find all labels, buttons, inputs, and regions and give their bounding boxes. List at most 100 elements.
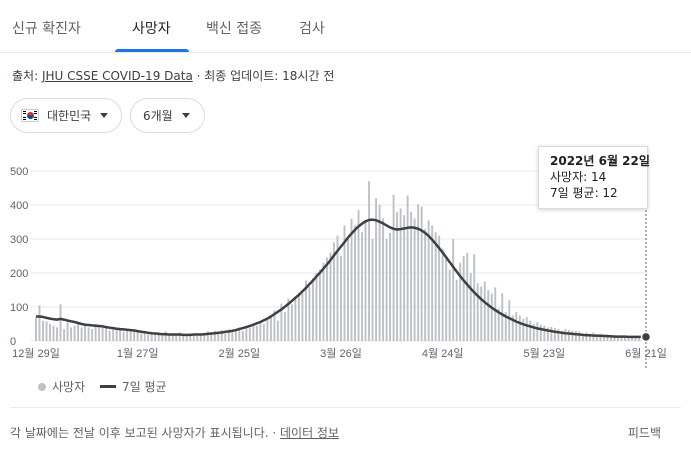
bar: [80, 327, 83, 341]
bar: [52, 325, 55, 341]
bar: [164, 331, 167, 341]
bar: [441, 249, 444, 341]
bar: [136, 330, 139, 341]
bar: [420, 206, 423, 341]
y-tick-label: 500: [10, 166, 28, 178]
bar: [431, 225, 434, 341]
bar: [175, 334, 178, 341]
tooltip-deaths: 사망자: 14: [550, 170, 607, 184]
x-tick-label: 4월 24일: [422, 346, 464, 360]
source-link[interactable]: JHU CSSE COVID-19 Data: [41, 69, 193, 83]
bar: [290, 304, 293, 341]
tooltip-date: 2022년 6월 22일: [550, 154, 650, 168]
bar: [133, 331, 136, 341]
bar: [631, 336, 633, 341]
y-tick-label: 0: [10, 336, 16, 348]
y-tick-label: 300: [10, 234, 28, 246]
divider: [10, 407, 681, 408]
bar: [466, 252, 469, 341]
bar: [532, 324, 535, 341]
bar: [255, 325, 258, 341]
region-dropdown[interactable]: 대한민국: [10, 98, 122, 133]
bar: [157, 332, 160, 341]
bar: [560, 330, 563, 341]
bar: [546, 327, 549, 341]
bar: [361, 232, 363, 341]
bar: [129, 330, 132, 341]
bar: [154, 334, 157, 341]
bar: [434, 232, 437, 341]
source-prefix: 출처:: [12, 69, 42, 83]
bar: [178, 332, 181, 341]
tab-vaccination[interactable]: 백신 접종: [206, 21, 262, 37]
bar: [424, 228, 427, 341]
chart-tooltip: 2022년 6월 22일 사망자: 14 7일 평균: 12: [538, 146, 650, 209]
bar: [297, 295, 300, 341]
footer-note-text: 각 날짜에는 전날 이후 보고된 사망자가 표시됩니다. ·: [10, 426, 280, 440]
bar: [66, 322, 69, 341]
tab-deaths[interactable]: 사망자: [132, 21, 171, 37]
bar: [161, 335, 164, 341]
bar: [508, 300, 511, 341]
bar: [252, 324, 255, 341]
bar: [63, 329, 66, 341]
bar: [213, 330, 216, 341]
bar: [567, 330, 570, 341]
bar: [98, 325, 101, 341]
bar: [511, 315, 514, 341]
bar: [269, 317, 272, 341]
bar: [522, 318, 525, 341]
bar: [283, 312, 286, 341]
bar: [550, 326, 553, 341]
legend-deaths: 사망자: [38, 378, 85, 395]
y-tick-label: 400: [10, 200, 28, 212]
bar: [119, 329, 122, 341]
chart-bars: [35, 181, 647, 341]
bar: [329, 252, 332, 341]
bar: [192, 333, 195, 341]
period-label: 6개월: [143, 109, 173, 123]
bar: [308, 286, 311, 341]
region-label: 대한민국: [47, 109, 92, 123]
bar: [599, 333, 602, 341]
bar: [585, 332, 588, 341]
bar: [245, 326, 248, 341]
footer-note: 각 날짜에는 전날 이후 보고된 사망자가 표시됩니다. · 데이터 정보: [10, 424, 339, 441]
bar: [322, 262, 325, 341]
bar: [438, 235, 441, 341]
y-tick-label: 200: [10, 268, 28, 280]
bar: [84, 324, 87, 341]
tab-new-cases[interactable]: 신규 확진자: [12, 21, 81, 37]
bar: [126, 330, 129, 341]
bar: [196, 335, 199, 341]
bar: [396, 211, 399, 341]
bar: [171, 333, 174, 341]
bar: [606, 334, 609, 341]
bar: [315, 273, 318, 341]
data-info-link[interactable]: 데이터 정보: [280, 426, 340, 440]
bar-legend-swatch: [38, 382, 46, 391]
bar: [143, 332, 146, 341]
bar: [378, 205, 381, 341]
bar: [262, 324, 265, 341]
bar: [399, 208, 402, 341]
y-tick-label: 100: [10, 302, 28, 314]
bar: [578, 331, 581, 341]
active-tab-indicator: [115, 49, 189, 52]
tab-tests[interactable]: 검사: [299, 21, 325, 37]
bar: [417, 204, 420, 341]
korea-flag-icon: [21, 109, 39, 122]
bar: [364, 221, 367, 341]
bar: [343, 225, 346, 341]
period-dropdown[interactable]: 6개월: [130, 98, 205, 133]
bar: [473, 254, 476, 341]
deaths-chart[interactable]: 0 100 200 300 400 500 12월 29일 1월 27일 2월 25일 3월 2…: [0, 150, 691, 370]
tooltip-average: 7일 평균: 12: [550, 186, 618, 200]
bar: [333, 242, 335, 341]
feedback-link[interactable]: 피드백: [627, 426, 661, 440]
bar: [301, 293, 304, 341]
y-axis-labels: 0 100 200 300 400 500: [10, 166, 28, 348]
bar: [536, 322, 539, 341]
bar: [616, 335, 619, 341]
bar: [455, 279, 458, 341]
